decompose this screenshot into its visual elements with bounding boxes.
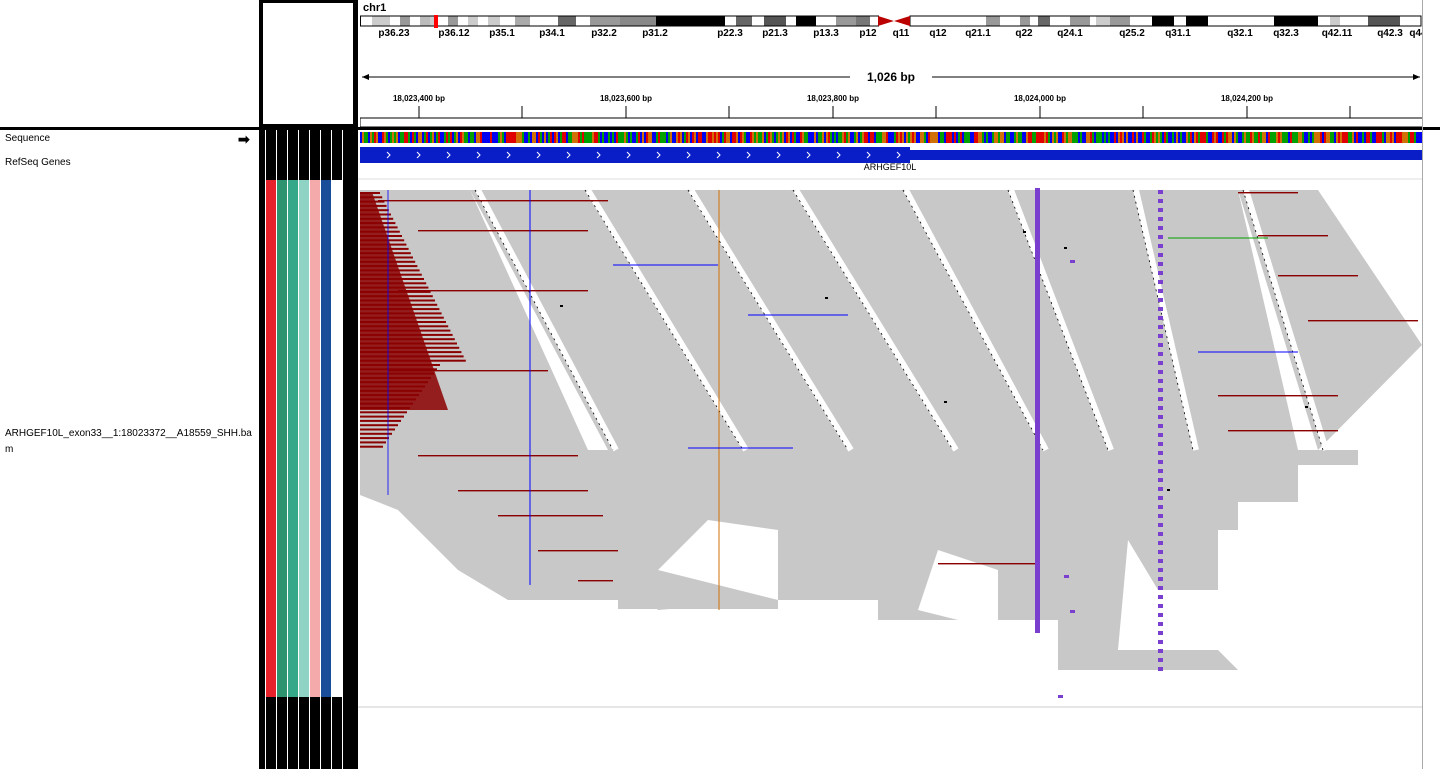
cytoband-label: q42.11 — [1322, 28, 1353, 39]
attribute-cell[interactable] — [332, 180, 343, 697]
cytoband-label: q25.2 — [1119, 28, 1145, 39]
cytoband-label: p12 — [859, 28, 877, 39]
attribute-column-divider — [265, 130, 266, 769]
cytoband-label: p13.3 — [813, 28, 839, 39]
ruler-tick-label: 18,023,600 bp — [600, 94, 652, 103]
attribute-cell[interactable] — [277, 180, 288, 697]
cytoband-label: p32.2 — [591, 28, 617, 39]
span-label: 1,026 bp — [867, 70, 915, 84]
cytoband-label: p36.12 — [438, 28, 470, 39]
attribute-cell[interactable] — [321, 180, 332, 697]
track-name-alignment[interactable]: ARHGEF10L_exon33__1:18023372__A18559_SHH… — [5, 428, 252, 455]
alignment-track — [360, 188, 1422, 698]
cytoband-label: p35.1 — [489, 28, 515, 39]
cytoband-label: q11 — [893, 28, 910, 39]
strand-arrow-icon[interactable]: ➡ — [238, 131, 250, 147]
track-name-sequence[interactable]: Sequence — [5, 133, 51, 144]
sequence-track — [360, 132, 1422, 143]
attribute-column-divider — [276, 130, 277, 769]
attribute-cell[interactable] — [310, 180, 321, 697]
cytoband-label: q22 — [1015, 28, 1033, 39]
track-name-refseq[interactable]: RefSeq Genes — [5, 157, 71, 168]
cytoband-label: p21.3 — [762, 28, 788, 39]
names-header — [0, 0, 259, 128]
cytoband-label: q32.3 — [1273, 28, 1299, 39]
cytoband-label: p31.2 — [642, 28, 668, 39]
gene-name-label: ARHGEF10L — [864, 162, 917, 172]
cytoband-label: q44 — [1409, 28, 1422, 39]
cytoband-label: q21.1 — [965, 28, 991, 39]
cytoband-label: q12 — [929, 28, 947, 39]
attribute-header — [260, 0, 356, 127]
attribute-panel[interactable] — [262, 130, 355, 769]
name-panel-divider[interactable] — [259, 0, 262, 769]
attribute-column-divider — [309, 130, 310, 769]
data-panel[interactable]: ARHGEF10L — [358, 130, 1422, 769]
ruler[interactable]: 1,026 bp 18,023,400 bp 18,023,600 bp 18,02… — [360, 60, 1422, 130]
attribute-column-divider — [331, 130, 332, 769]
cytoband-label: q42.3 — [1377, 28, 1403, 39]
cytoband-label: q31.1 — [1165, 28, 1191, 39]
attribute-cell[interactable] — [288, 180, 299, 697]
refseq-gene-track: ARHGEF10L — [360, 147, 1422, 172]
ruler-tick-label: 18,023,800 bp — [807, 94, 859, 103]
attribute-panel-divider[interactable] — [355, 0, 358, 769]
cytoband-label: p36.23 — [378, 28, 410, 39]
cytoband-label: q24.1 — [1057, 28, 1083, 39]
ruler-tick-label: 18,023,400 bp — [393, 94, 445, 103]
attribute-cell[interactable] — [266, 180, 277, 697]
cytoband-label: p22.3 — [717, 28, 743, 39]
ruler-tick-label: 18,024,200 bp — [1221, 94, 1273, 103]
right-border — [1422, 0, 1423, 769]
chromosome-ideogram[interactable]: p36.23 p36.12 p35.1 p34.1 p32.2 p31.2 p22.3 p21… — [360, 15, 1422, 45]
attribute-column-divider — [342, 130, 343, 769]
attribute-column-divider — [287, 130, 288, 769]
attribute-cell[interactable] — [299, 180, 310, 697]
cytoband-label: p34.1 — [539, 28, 565, 39]
chromosome-label: chr1 — [363, 2, 387, 14]
ruler-tick-label: 18,024,000 bp — [1014, 94, 1066, 103]
attribute-column-divider — [298, 130, 299, 769]
attribute-column-divider — [320, 130, 321, 769]
cytoband-label: q32.1 — [1227, 28, 1253, 39]
header-divider — [0, 127, 1440, 130]
